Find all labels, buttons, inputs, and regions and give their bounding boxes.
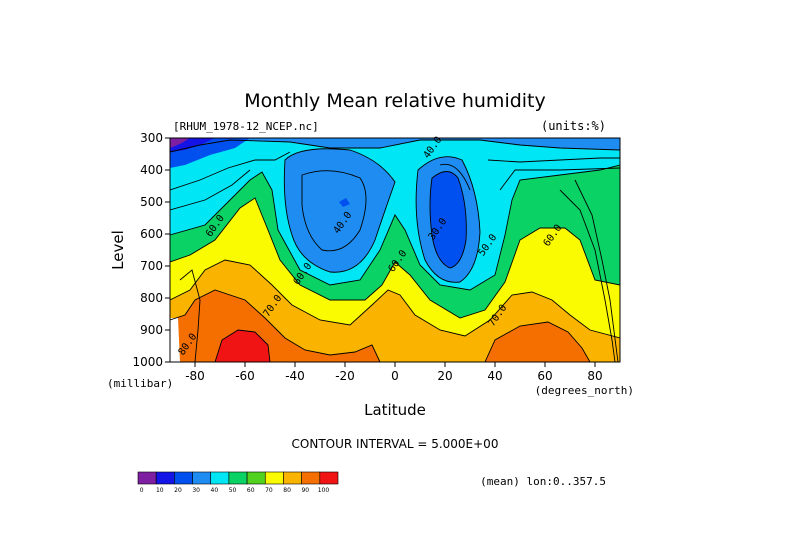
contour-line-s: [439, 163, 471, 191]
colorbar-swatch: [210, 471, 230, 485]
colorbar-level-label: 60: [247, 487, 255, 494]
colorbar-level-label: 10: [156, 487, 164, 494]
colorbar-swatch: [174, 471, 193, 485]
contour-line-r: [301, 170, 367, 252]
y-tick-label: 900: [140, 323, 163, 337]
colorbar-level-label: 90: [301, 487, 309, 494]
band-below-30-south: [339, 198, 350, 207]
y-axis-units: (millibar): [107, 377, 173, 390]
colorbar-swatch: [301, 471, 321, 485]
y-tick-label: 1000: [132, 355, 163, 369]
colorbar-swatch: [228, 471, 248, 485]
x-tick-label: -20: [335, 369, 355, 383]
colorbar-level-label: 0: [140, 487, 144, 494]
plot-area: [170, 138, 620, 362]
contour-line-q: [179, 269, 201, 362]
band-80-90-north: [485, 322, 590, 362]
band-below-10-top: [170, 138, 190, 148]
y-tick-label: 400: [140, 163, 163, 177]
x-axis-label: Latitude: [364, 401, 426, 419]
colorbar-level-label: 20: [174, 487, 182, 494]
contour-line-p: [574, 179, 619, 362]
contour-line-n: [499, 167, 620, 191]
y-tick-label: 600: [140, 227, 163, 241]
colorbar-level-label: 70: [265, 487, 273, 494]
colorbar-level-label: 40: [211, 487, 219, 494]
contour-line-m: [487, 157, 620, 163]
contour-line-i: [484, 321, 591, 362]
colorbar-swatch: [264, 471, 284, 485]
file-label: [RHUM_1978-12_NCEP.nc]: [173, 120, 319, 133]
contour-interval-text: CONTOUR INTERVAL = 5.000E+00: [292, 437, 499, 451]
band-below-30-north: [430, 171, 467, 268]
y-axis: 300 400 500 600 700 800 900 1000: [132, 131, 170, 369]
contour-line-l: [170, 169, 251, 211]
band-below-40-dry-south: [284, 148, 395, 273]
contour-lines: [170, 139, 620, 362]
y-tick-label: 700: [140, 259, 163, 273]
x-tick-label: 60: [537, 369, 552, 383]
contour-line-e: [170, 164, 620, 291]
colorbar-swatch: [155, 471, 175, 485]
contour-line-a: [170, 139, 620, 153]
colorbar-level-label: 80: [283, 487, 291, 494]
x-axis-units: (degrees_north): [535, 384, 634, 397]
mean-longitude-text: (mean) lon:0..357.5: [480, 475, 606, 488]
contour-line-b: [283, 148, 396, 273]
colorbar-swatch: [192, 471, 212, 485]
y-tick-label: 500: [140, 195, 163, 209]
contour-line-j: [214, 329, 271, 362]
x-tick-label: -60: [235, 369, 255, 383]
colorbar-swatch: [246, 471, 266, 485]
colorbar-level-label: 30: [192, 487, 200, 494]
colorbar-swatch: [319, 471, 339, 485]
x-axis: -80 -60 -40 -20 0 20 40 60 80: [185, 362, 603, 383]
x-tick-label: 0: [391, 369, 399, 383]
contour-line-c: [415, 156, 481, 283]
contour-line-f: [170, 197, 620, 319]
contour-line-o: [559, 189, 616, 362]
colorbar-level-label: 50: [229, 487, 237, 494]
colorbar-swatch: [283, 471, 302, 485]
colorbar: 0 10 20 30 40 50 60 70 80 90 100: [137, 471, 339, 494]
band-above-90: [215, 330, 270, 362]
contour-line-g: [170, 259, 620, 339]
x-tick-label: 20: [437, 369, 452, 383]
x-tick-label: -80: [185, 369, 205, 383]
band-white-edge: [170, 318, 180, 362]
contour-line-h: [170, 289, 381, 362]
x-tick-label: 40: [487, 369, 502, 383]
x-tick-label: -40: [285, 369, 305, 383]
colorbar-level-label: 100: [318, 487, 330, 494]
y-axis-label: Level: [109, 230, 127, 270]
y-tick-label: 300: [140, 131, 163, 145]
x-tick-label: 80: [587, 369, 602, 383]
units-label: (units:%): [541, 119, 606, 133]
colorbar-swatch: [137, 471, 157, 485]
chart-title: Monthly Mean relative humidity: [244, 90, 546, 112]
y-tick-label: 800: [140, 291, 163, 305]
contour-line-k: [170, 151, 291, 191]
contour-line-d: [429, 171, 467, 269]
